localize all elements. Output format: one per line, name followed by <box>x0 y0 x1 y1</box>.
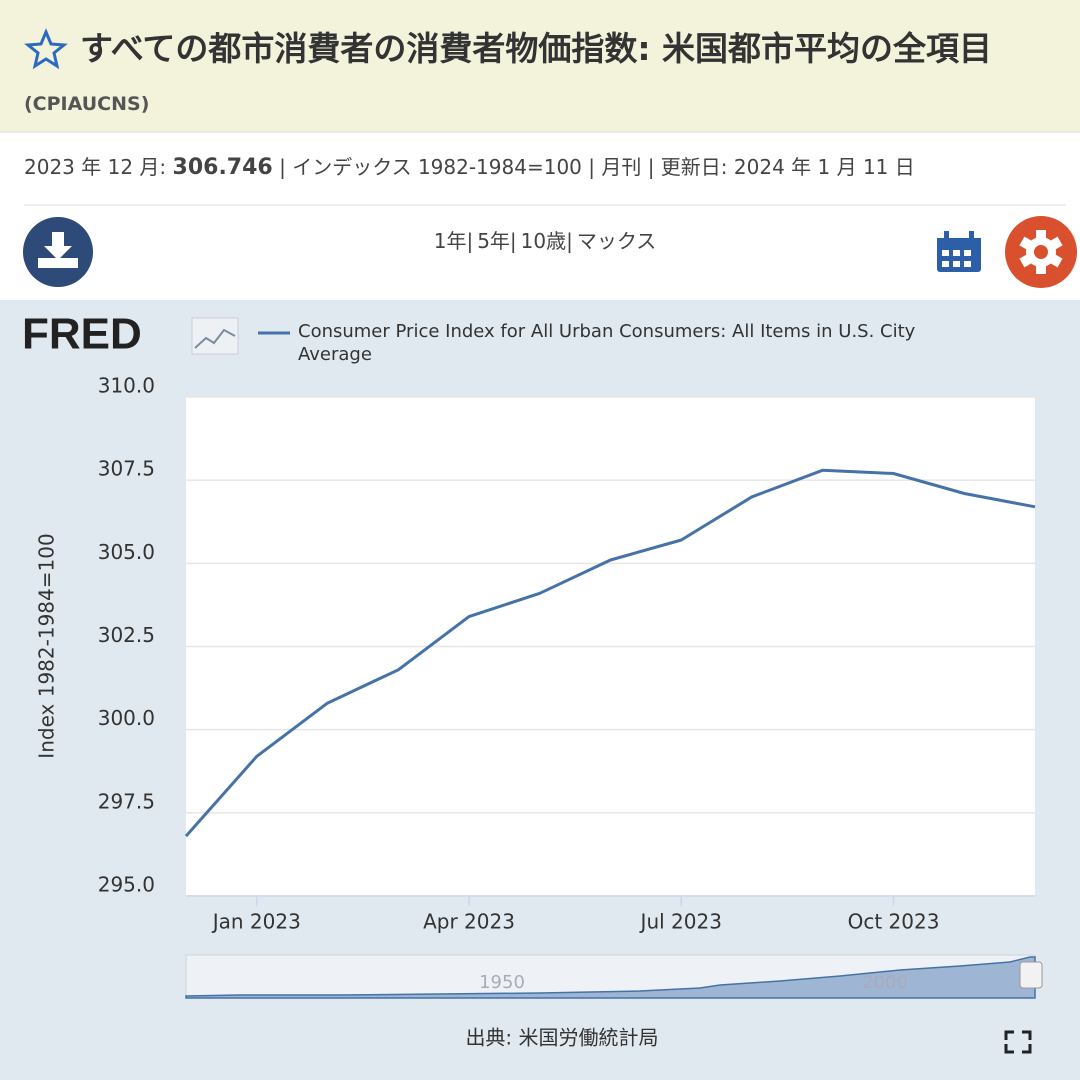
series-id: (CPIAUCNS) <box>24 93 150 115</box>
fullscreen-icon[interactable] <box>1004 1030 1032 1054</box>
title-box: すべての都市消費者の消費者物価指数: 米国都市平均の全項目 (CPIAUCNS) <box>24 24 1064 124</box>
y-tick-label: 310.0 <box>98 374 155 398</box>
x-tick-label: Apr 2023 <box>423 910 515 934</box>
range-link[interactable]: マックス <box>577 229 656 253</box>
info-value: 306.746 <box>173 155 273 180</box>
source: 出典: 米国労働統計局 <box>465 1026 658 1050</box>
navigator-label: 2000 <box>862 972 908 993</box>
range-links: 1年| 5年| 10歳| マックス <box>434 229 657 253</box>
info-rest: | インデックス 1982-1984=100 | 月刊 | 更新日: 2024 … <box>279 155 915 179</box>
title: すべての都市消費者の消費者物価指数: 米国都市平均の全項目 <box>80 29 993 68</box>
legend-label: Consumer Price Index for All Urban Consu… <box>298 321 916 365</box>
gear-icon <box>1019 230 1063 274</box>
legend-box: Consumer Price Index for All Urban Consu… <box>298 321 916 365</box>
star-icon[interactable] <box>24 28 68 70</box>
info-date: 2023 年 12 月: <box>24 155 166 179</box>
header-bg <box>0 0 1080 132</box>
fred-logo-icon <box>191 317 239 355</box>
navigator-handle[interactable] <box>1019 961 1043 989</box>
range-link[interactable]: 1年| <box>434 229 473 253</box>
navigator-label: 1950 <box>479 972 525 993</box>
title-wrap: すべての都市消費者の消費者物価指数: 米国都市平均の全項目 (CPIAUCNS) <box>24 24 1064 124</box>
data-line <box>184 468 1036 838</box>
range-link[interactable]: 10歳| <box>521 229 573 253</box>
range-link[interactable]: 5年| <box>477 229 516 253</box>
download-icon <box>38 232 78 268</box>
y-tick-label: 295.0 <box>98 873 155 897</box>
x-tick-label: Oct 2023 <box>848 910 940 934</box>
y-tick-label: 307.5 <box>98 457 155 481</box>
y-tick-label: 300.0 <box>98 706 155 730</box>
x-tick-label: Jan 2023 <box>211 910 301 934</box>
fred-logo: FRED <box>22 310 142 359</box>
y-tick-label: 297.5 <box>98 789 155 813</box>
x-tick-label: Jul 2023 <box>639 910 722 934</box>
info-line: 2023 年 12 月: 306.746 | インデックス 1982-1984=… <box>24 155 915 181</box>
calendar-icon[interactable] <box>937 231 981 272</box>
y-tick-label: 302.5 <box>98 623 155 647</box>
y-axis-title: Index 1982-1984=100 <box>35 533 59 758</box>
y-tick-label: 305.0 <box>98 540 155 564</box>
